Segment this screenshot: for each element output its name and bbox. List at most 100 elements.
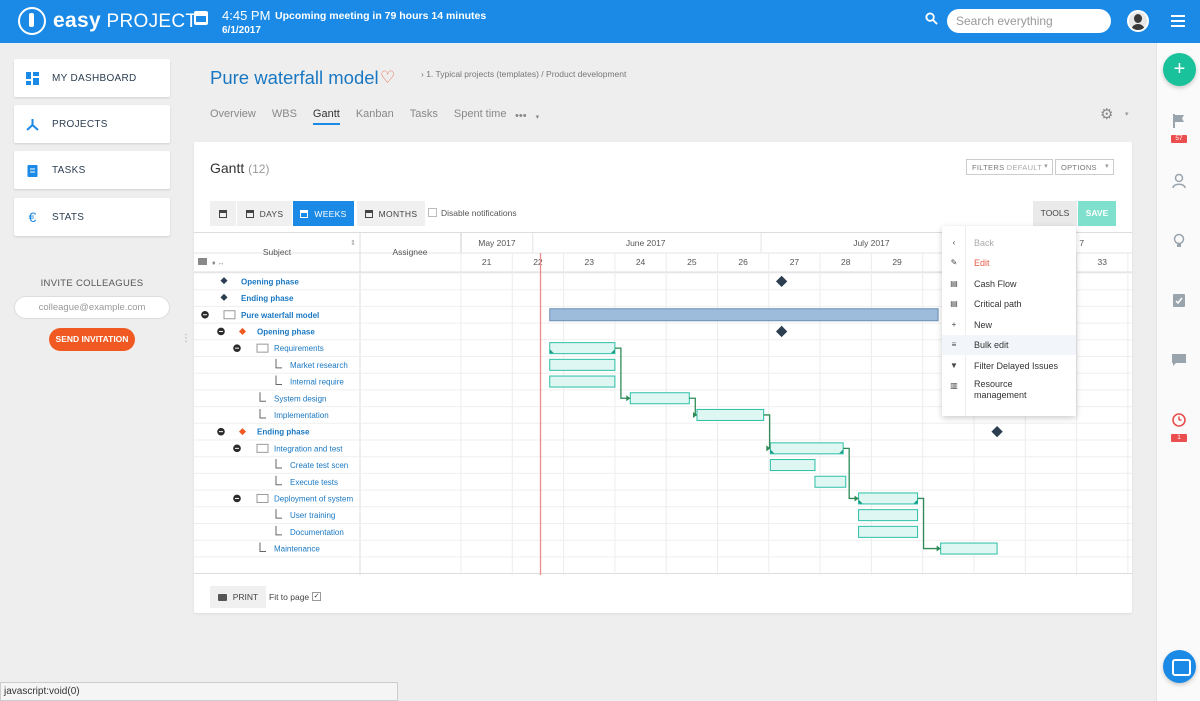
- project-bar: [549, 308, 939, 322]
- row-subject: Maintenance: [274, 545, 320, 554]
- tools-menu-item-cash-flow[interactable]: ▤ Cash Flow: [942, 274, 1076, 294]
- zoom-weeks-button[interactable]: WEEKS: [293, 201, 354, 226]
- gear-icon[interactable]: ⚙: [1100, 106, 1114, 123]
- menu-item-icon: ▥: [950, 381, 958, 390]
- group-marker: [770, 449, 775, 454]
- row-subject: Integration and test: [274, 444, 343, 453]
- group-marker: [913, 499, 918, 504]
- folder-icon: [256, 493, 269, 503]
- week-label: 27: [790, 257, 800, 267]
- gantt-bar: [696, 408, 765, 421]
- milestone-marker: [775, 325, 788, 338]
- gantt-bar: [549, 342, 616, 355]
- menu-item-label: Edit: [974, 258, 990, 268]
- gantt-count: (12): [248, 162, 270, 176]
- calendar-icon[interactable]: [194, 11, 208, 25]
- avatar[interactable]: [1127, 10, 1149, 32]
- add-button[interactable]: +: [1163, 53, 1196, 86]
- invite-title: INVITE COLLEAGUES: [40, 278, 144, 289]
- row-subject: Ending phase: [241, 294, 294, 303]
- flag-badge: 57: [1171, 135, 1187, 143]
- tab-gantt[interactable]: Gantt: [312, 108, 340, 125]
- fit-to-page-checkbox[interactable]: ✓: [312, 592, 321, 601]
- menu-item-icon: ✎: [950, 258, 958, 267]
- zoom-days-button[interactable]: DAYS: [237, 201, 292, 226]
- tab-more-button[interactable]: ••• ▾: [515, 110, 540, 122]
- row-subject: Documentation: [290, 528, 344, 537]
- subtask-icon: [275, 375, 282, 386]
- menu-item-icon: +: [951, 320, 957, 329]
- gantt-bar: [769, 459, 816, 472]
- month-label: July 2017: [853, 238, 890, 248]
- filters-dropdown[interactable]: FILTERS DEFAULT: [966, 159, 1053, 175]
- gantt-grid: May 2017 June 2017 July 2017 7 21 22 23 24 25 26 2…: [194, 232, 1132, 575]
- breadcrumb[interactable]: › 1. Typical projects (templates) / Prod…: [421, 69, 627, 79]
- tasks-icon: [27, 164, 38, 177]
- tools-menu-item-back[interactable]: ‹ Back: [942, 233, 1076, 253]
- clipboard-icon[interactable]: [1171, 292, 1187, 308]
- logo[interactable]: easy PROJECT: [18, 7, 197, 35]
- dashboard-icon: [26, 71, 39, 85]
- tools-menu-item-bulk-edit[interactable]: ≡ Bulk edit: [942, 335, 1076, 355]
- tab-kanban[interactable]: Kanban: [355, 108, 394, 120]
- milestone-marker: [991, 425, 1003, 438]
- hamburger-menu-icon[interactable]: [1171, 15, 1185, 27]
- subtask-icon: [275, 475, 282, 486]
- alarm-icon[interactable]: [1171, 411, 1187, 427]
- sidebar-item-projects[interactable]: PROJECTS: [14, 105, 170, 143]
- disable-notifications-checkbox[interactable]: [428, 208, 437, 217]
- folder-icon: [223, 310, 236, 320]
- row-subject: Opening phase: [241, 277, 299, 286]
- upcoming-meeting[interactable]: Upcoming meeting in 79 hours 14 minutes: [275, 10, 487, 22]
- tools-menu-item-filter-delayed-issues[interactable]: ▼ Filter Delayed Issues: [942, 356, 1076, 376]
- project-tabs: Overview WBS Gantt Kanban Tasks Spent ti…: [210, 108, 522, 125]
- tab-wbs[interactable]: WBS: [271, 108, 297, 120]
- sidebar-collapse-handle[interactable]: ⋮: [181, 333, 191, 344]
- subtask-icon: [275, 358, 282, 369]
- menu-item-label: New: [974, 320, 993, 330]
- save-button[interactable]: SAVE: [1078, 201, 1116, 226]
- filters-value: DEFAULT: [1006, 163, 1043, 172]
- print-button[interactable]: PRINT: [210, 586, 266, 608]
- tools-menu-item-new[interactable]: + New: [942, 315, 1076, 335]
- gantt-title-label: Gantt: [210, 160, 245, 176]
- group-marker: [549, 349, 554, 354]
- tools-menu-item-critical-path[interactable]: ▤ Critical path: [942, 294, 1076, 314]
- send-invitation-button[interactable]: SEND INVITATION: [49, 328, 135, 351]
- tools-button[interactable]: TOOLS: [1033, 201, 1077, 226]
- chevron-down-icon[interactable]: ▾: [1125, 111, 1129, 118]
- logo-bold: easy: [53, 9, 101, 32]
- menu-item-icon: ▼: [950, 361, 958, 370]
- tools-menu-item-edit[interactable]: ✎ Edit: [942, 253, 1076, 273]
- sidebar-item-label: TASKS: [52, 164, 86, 176]
- more-dots: •••: [515, 110, 527, 122]
- sidebar-item-my-dashboard[interactable]: MY DASHBOARD: [14, 59, 170, 97]
- zoom-months-button[interactable]: MONTHS: [357, 201, 425, 226]
- chat-button[interactable]: [1163, 650, 1196, 683]
- sidebar-item-tasks[interactable]: TASKS: [14, 151, 170, 189]
- options-label: OPTIONS: [1061, 163, 1097, 172]
- gantt-bar: [858, 492, 919, 505]
- invite-email-field[interactable]: [14, 296, 170, 319]
- user-icon[interactable]: [1171, 173, 1187, 189]
- row-subject: User training: [290, 511, 335, 520]
- gantt-title: Gantt (12): [210, 160, 269, 176]
- calendar-today-button[interactable]: [210, 201, 236, 226]
- search-input[interactable]: [947, 9, 1111, 33]
- lightbulb-icon[interactable]: [1171, 233, 1187, 249]
- tab-tasks[interactable]: Tasks: [409, 108, 438, 120]
- gantt-bar: [769, 442, 844, 455]
- flag-icon[interactable]: [1171, 113, 1187, 129]
- chat-icon[interactable]: [1171, 352, 1187, 368]
- options-dropdown[interactable]: OPTIONS: [1055, 159, 1114, 175]
- tools-menu-item-resource-management[interactable]: ▥ Resource management: [942, 376, 1076, 400]
- dependency-arrow: [692, 411, 697, 418]
- favorite-heart-icon[interactable]: ♡: [380, 68, 396, 87]
- subtask-icon: [275, 459, 282, 469]
- tab-overview[interactable]: Overview: [210, 108, 256, 120]
- sidebar-item-stats[interactable]: € STATS: [14, 198, 170, 236]
- menu-item-label: Critical path: [974, 299, 1022, 309]
- search-icon[interactable]: [925, 12, 938, 25]
- tab-spent-time[interactable]: Spent time: [453, 108, 507, 120]
- week-label: 24: [636, 257, 646, 267]
